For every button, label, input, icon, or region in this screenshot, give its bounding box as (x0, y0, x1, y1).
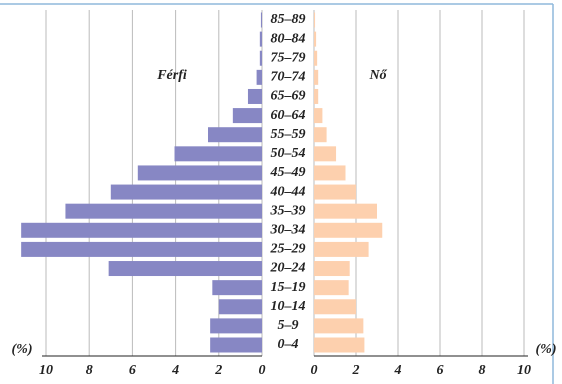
x-tick-label: 0 (311, 363, 318, 378)
age-label: 85–89 (271, 12, 306, 27)
age-label: 50–54 (271, 146, 306, 161)
bar (208, 127, 262, 143)
bar (259, 31, 262, 47)
age-label: 35–39 (270, 203, 306, 218)
bar (110, 184, 262, 200)
age-label: 15–19 (271, 280, 306, 295)
bar (247, 88, 262, 104)
age-label: 20–24 (270, 261, 306, 276)
unit-label-right: (%) (536, 342, 557, 357)
bar (314, 31, 317, 47)
x-tick-label: 2 (352, 363, 360, 378)
bar (314, 108, 323, 124)
age-label: 40–44 (270, 184, 306, 199)
age-label: 45–49 (270, 165, 306, 180)
bar (314, 184, 356, 200)
bar (314, 146, 337, 162)
bar (256, 69, 262, 85)
x-tick-label: 8 (86, 363, 93, 378)
age-label: 60–64 (271, 108, 306, 123)
x-tick-label: 0 (259, 363, 266, 378)
bar (314, 69, 319, 85)
bar (65, 203, 262, 219)
bar (260, 12, 262, 28)
bar (314, 261, 350, 277)
bar (21, 222, 262, 238)
x-tick-label: 10 (517, 363, 531, 378)
age-label: 10–14 (271, 299, 306, 314)
x-tick-label: 6 (129, 363, 136, 378)
age-label: 55–59 (271, 127, 306, 142)
bar (210, 337, 262, 353)
age-label: 80–84 (271, 31, 306, 46)
age-label: 0–4 (278, 337, 299, 352)
bar (137, 165, 262, 181)
bar (108, 261, 262, 277)
bar (232, 108, 262, 124)
bar (314, 50, 318, 66)
age-label: 65–69 (271, 89, 306, 104)
x-tick-label: 6 (437, 363, 444, 378)
age-label: 75–79 (271, 50, 306, 65)
bar (314, 203, 377, 219)
x-tick-label: 10 (39, 363, 53, 378)
age-label: 30–34 (270, 223, 306, 238)
bar (314, 12, 316, 28)
x-tick-label: 4 (171, 363, 179, 378)
bar (174, 146, 262, 162)
bar (314, 165, 346, 181)
unit-label-left: (%) (12, 342, 33, 357)
age-label: 5–9 (278, 318, 299, 333)
x-tick-label: 8 (479, 363, 486, 378)
bar (218, 299, 262, 315)
bar (314, 127, 327, 143)
bar (259, 50, 262, 66)
age-label: 25–29 (270, 242, 306, 257)
age-label: 70–74 (271, 70, 306, 85)
bar (314, 337, 365, 353)
x-tick-label: 2 (214, 363, 222, 378)
bar (314, 222, 383, 238)
bar (314, 88, 319, 104)
x-tick-label: 4 (394, 363, 402, 378)
bar (314, 318, 364, 334)
bar (314, 299, 356, 315)
female-label: Nő (368, 68, 387, 83)
bar (314, 280, 349, 296)
bar (212, 280, 262, 296)
bar (314, 241, 369, 257)
bar (210, 318, 262, 334)
bar (21, 241, 262, 257)
male-label: Férfi (156, 68, 187, 83)
